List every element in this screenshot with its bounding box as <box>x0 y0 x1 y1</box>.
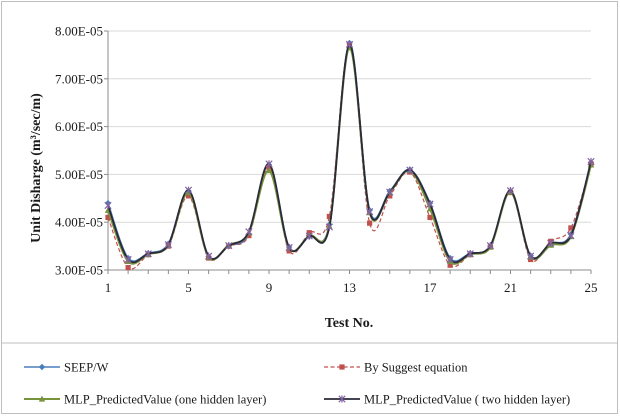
data-point <box>506 187 515 195</box>
data-point <box>164 241 172 249</box>
y-tick-label: 3.00E-05 <box>55 263 103 278</box>
series-lines <box>104 39 595 271</box>
series-3 <box>104 44 595 265</box>
series-line <box>107 42 592 262</box>
data-point <box>406 166 414 174</box>
data-point <box>265 167 273 174</box>
data-point <box>486 241 494 250</box>
y-tick-label: 4.00E-05 <box>55 215 103 230</box>
data-point <box>446 255 454 264</box>
data-point <box>105 214 111 221</box>
legend-item-4: MLP_PredictedValue ( two hidden layer) <box>324 393 570 407</box>
data-point <box>246 232 252 239</box>
legend-marker <box>38 395 46 402</box>
data-point <box>225 241 233 250</box>
y-tick-label: 6.00E-05 <box>55 119 103 134</box>
legend-label: MLP_PredictedValue ( two hidden layer) <box>364 393 570 407</box>
axes <box>104 30 592 274</box>
data-point <box>345 40 354 49</box>
data-point <box>386 188 394 196</box>
legend-item-1: SEEP/W <box>24 361 109 375</box>
data-point <box>205 252 213 260</box>
data-point <box>245 228 253 236</box>
x-tick-label: 13 <box>343 280 356 295</box>
series-2 <box>105 42 594 271</box>
y-tick-label: 5.00E-05 <box>55 167 103 182</box>
legend-marker <box>339 364 345 370</box>
data-point <box>426 200 434 208</box>
x-tick-label: 21 <box>504 280 517 295</box>
gridlines <box>108 30 591 223</box>
data-point <box>144 250 152 258</box>
data-point <box>568 225 574 231</box>
data-point <box>326 213 332 220</box>
series-line <box>107 46 592 265</box>
data-point <box>185 193 192 199</box>
data-point <box>124 255 132 264</box>
data-point <box>104 201 112 210</box>
series-1 <box>104 39 595 262</box>
legend-item-2: By Suggest equation <box>324 361 468 375</box>
legend-marker <box>38 363 46 371</box>
data-point <box>285 243 293 252</box>
data-point <box>587 157 595 166</box>
legend-label: By Suggest equation <box>364 361 468 375</box>
data-point <box>125 265 131 271</box>
x-tick-label: 9 <box>266 280 273 295</box>
data-point <box>527 252 535 260</box>
x-tick-label: 25 <box>585 280 598 295</box>
y-tick-label: 7.00E-05 <box>55 71 103 86</box>
data-point <box>265 160 273 168</box>
data-point <box>547 239 555 247</box>
legend: SEEP/W By Suggest equation MLP_PredictedVa… <box>24 361 570 407</box>
legend-label: MLP_PredictedValue (one hidden layer) <box>64 393 266 407</box>
data-point <box>184 186 193 194</box>
data-point <box>366 208 374 216</box>
data-point <box>466 250 474 258</box>
x-tick-label: 5 <box>185 280 192 295</box>
y-axis-title: Unit Disharge (m³/sec/m) <box>29 93 44 243</box>
legend-label: SEEP/W <box>64 361 109 375</box>
series-line <box>107 43 592 264</box>
data-point <box>387 193 393 199</box>
data-point <box>567 231 575 240</box>
x-axis-title: Test No. <box>325 316 374 331</box>
y-tick-label: 8.00E-05 <box>55 24 103 39</box>
x-tick-labels: 1 5 9 13 17 21 25 <box>105 280 598 295</box>
data-point <box>325 223 333 231</box>
data-point <box>427 214 433 221</box>
data-point <box>305 232 313 240</box>
x-tick-label: 17 <box>424 280 438 295</box>
data-point <box>447 262 453 268</box>
x-tick-label: 1 <box>105 280 112 295</box>
y-tick-labels: 3.00E-05 4.00E-05 5.00E-05 6.00E-05 7.00E-05… <box>55 24 103 278</box>
legend-item-3: MLP_PredictedValue (one hidden layer) <box>24 393 266 407</box>
data-point <box>367 220 373 226</box>
legend-marker <box>338 395 346 403</box>
series-4 <box>104 40 595 264</box>
